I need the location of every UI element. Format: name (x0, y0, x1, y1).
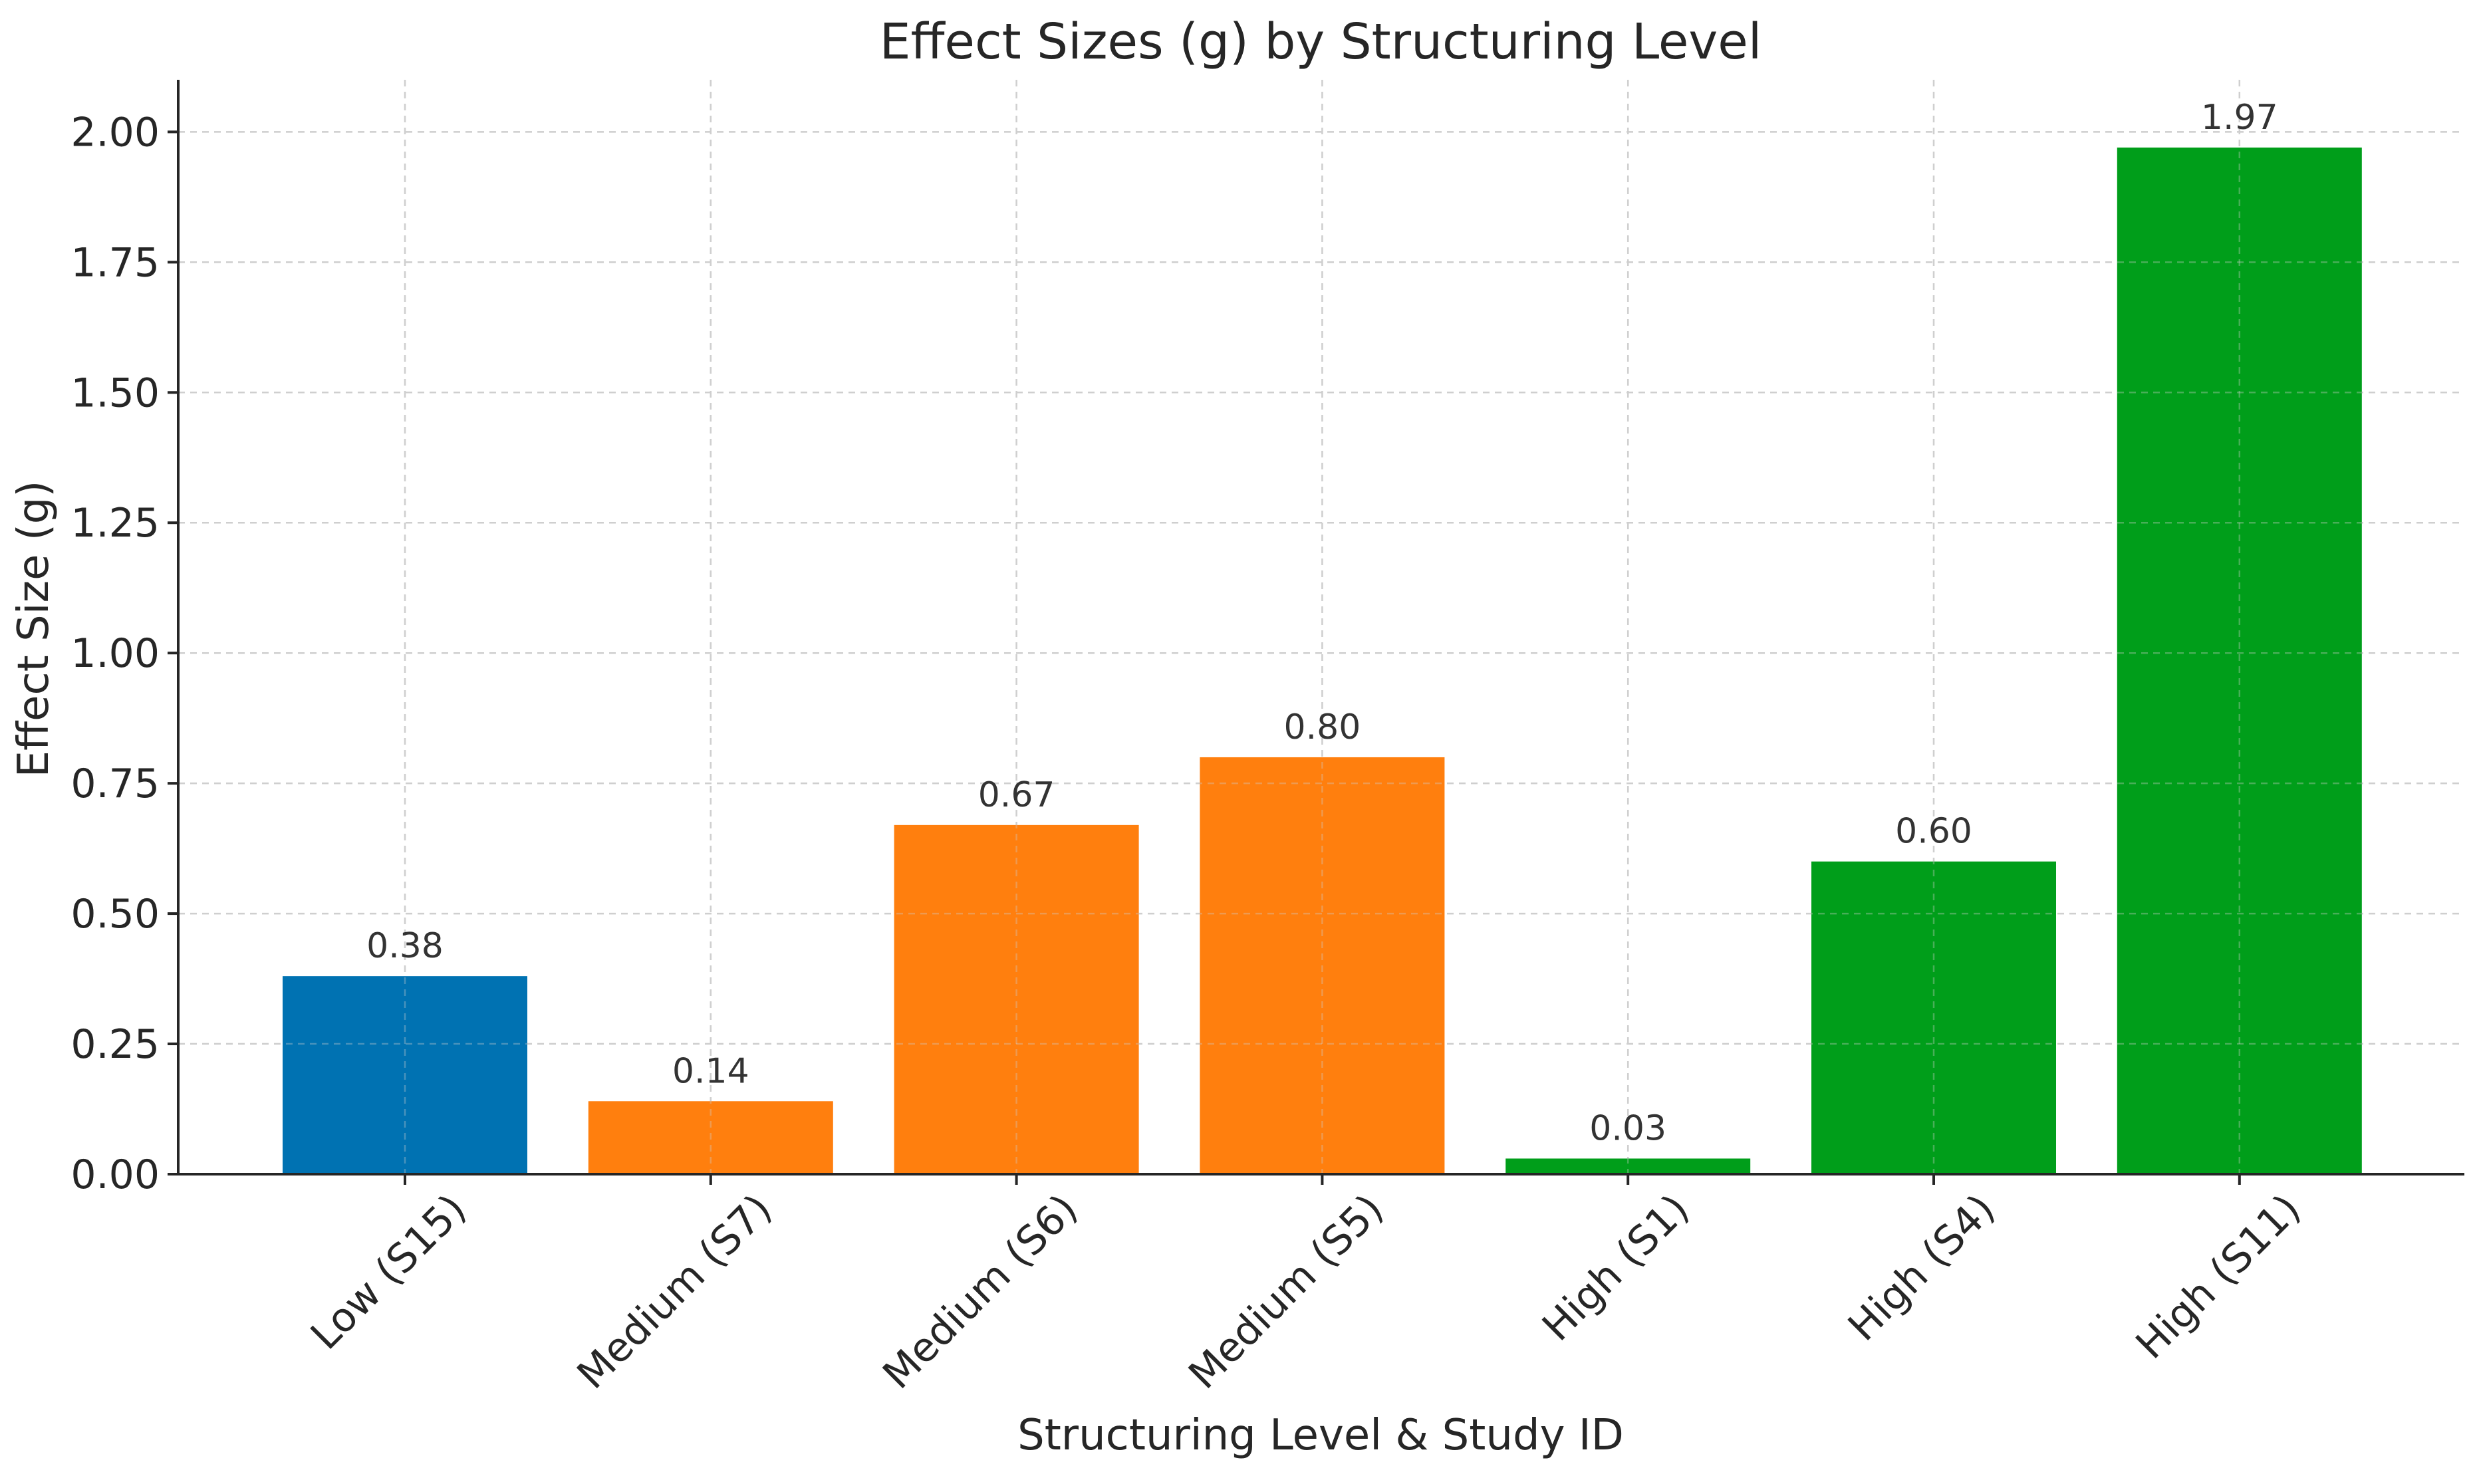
bar-value-label: 0.03 (1589, 1108, 1666, 1148)
x-tick-label: Medium (S5) (1180, 1185, 1392, 1398)
y-tick-label: 1.50 (70, 370, 160, 416)
bar (2117, 147, 2362, 1174)
y-tick-label: 2.00 (70, 109, 160, 156)
bar-value-label: 1.97 (2201, 98, 2278, 138)
x-tick-label: Low (S15) (302, 1185, 475, 1359)
x-ticks: Low (S15) Medium (S7) Medium (S6) Medium (S… (302, 1174, 2309, 1398)
bar (894, 824, 1139, 1174)
x-axis-title: Structuring Level & Study ID (1017, 1411, 1624, 1460)
bar (283, 976, 527, 1174)
x-tick-label: Medium (S6) (874, 1185, 1087, 1398)
bar-value-label: 0.14 (672, 1051, 749, 1091)
bar-value-label: 0.80 (1284, 707, 1361, 747)
y-tick-label: 1.25 (70, 500, 160, 547)
y-ticks: 0.00 0.25 0.50 0.75 1.00 1.25 1.50 1.75 2.00 (70, 109, 178, 1198)
x-tick-label: Medium (S7) (569, 1185, 781, 1398)
y-axis-title: Effect Size (g) (9, 481, 59, 778)
bar (1505, 1158, 1751, 1174)
y-tick-label: 1.75 (70, 239, 160, 286)
chart-title: Effect Sizes (g) by Structuring Level (880, 13, 1762, 70)
x-tick-label: High (S1) (1533, 1185, 1698, 1350)
y-tick-label: 0.50 (70, 891, 160, 937)
bar-value-label: 0.38 (366, 926, 444, 966)
bar (1811, 861, 2056, 1174)
y-tick-label: 0.75 (70, 761, 160, 807)
x-tick-label: High (S4) (1839, 1185, 2004, 1350)
bar (588, 1101, 833, 1174)
data-labels: 0.38 0.14 0.67 0.80 0.03 0.60 1.97 (366, 98, 2278, 1149)
y-tick-label: 0.00 (70, 1152, 160, 1198)
y-tick-label: 0.25 (70, 1021, 160, 1068)
y-tick-label: 1.00 (70, 630, 160, 677)
bar-value-label: 0.67 (978, 775, 1055, 815)
bars (178, 80, 2464, 1174)
bar-value-label: 0.60 (1895, 812, 1972, 852)
x-tick-label: High (S11) (2127, 1185, 2310, 1368)
bar (1200, 757, 1445, 1174)
